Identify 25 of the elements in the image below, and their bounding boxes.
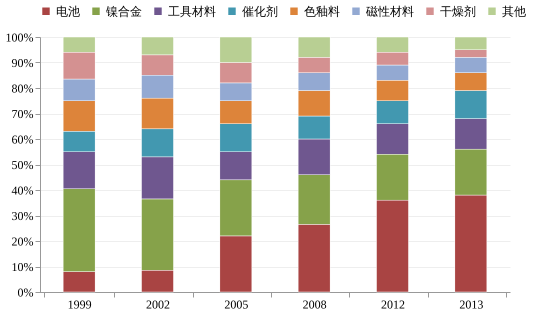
y-tick-label: 100%	[6, 30, 34, 44]
legend-label: 工具材料	[168, 4, 216, 18]
x-tick-label: 2005	[224, 298, 248, 312]
y-tick-label: 70%	[12, 107, 34, 121]
legend-label: 镍合金	[105, 4, 142, 18]
y-tick-label: 50%	[12, 158, 34, 172]
x-tick-label: 2008	[302, 298, 327, 312]
x-tick-label: 2002	[146, 298, 170, 312]
x-tick-label: 2012	[381, 298, 405, 312]
y-tick-label: 10%	[12, 260, 34, 274]
x-tick-label: 1999	[68, 298, 92, 312]
legend-label: 干燥剂	[440, 4, 476, 18]
y-tick-label: 30%	[12, 209, 34, 223]
y-tick-label: 20%	[12, 234, 34, 248]
legend-label: 其他	[502, 4, 526, 18]
legend-label: 色釉料	[304, 4, 340, 18]
x-tick-label: 2013	[459, 298, 484, 312]
legend-label: 催化剂	[242, 4, 278, 18]
legend-label: 电池	[56, 4, 80, 18]
y-tick-label: 80%	[12, 82, 34, 96]
y-tick-label: 90%	[12, 56, 34, 70]
y-tick-label: 0%	[18, 286, 34, 300]
y-tick-label: 60%	[12, 132, 34, 146]
y-tick-label: 40%	[12, 184, 34, 198]
legend-label: 磁性材料	[365, 4, 414, 18]
